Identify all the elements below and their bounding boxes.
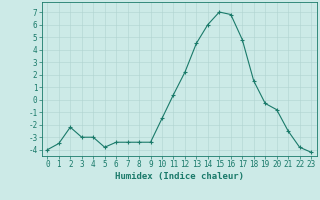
X-axis label: Humidex (Indice chaleur): Humidex (Indice chaleur) <box>115 172 244 181</box>
